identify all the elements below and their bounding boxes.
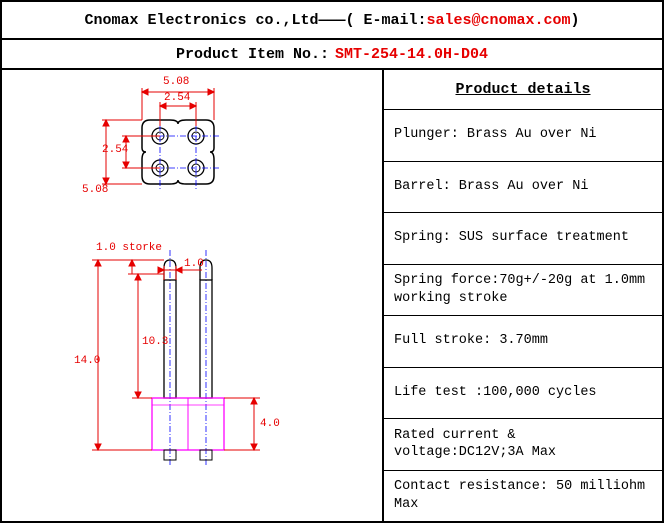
dim-2-54-left: 2.54: [102, 144, 128, 156]
dim-4-0: 4.0: [260, 418, 280, 430]
details-title: Product details: [384, 70, 662, 110]
dim-pin-1-0: 1.0: [184, 258, 204, 270]
company-close: ): [571, 12, 580, 29]
company-name: Cnomax Electronics co.,Ltd———( E-mail:: [84, 12, 426, 29]
detail-text: Barrel: Brass Au over Ni: [394, 178, 588, 196]
detail-row: Rated current & voltage:DC12V;3A Max: [384, 419, 662, 471]
detail-text: Plunger: Brass Au over Ni: [394, 126, 597, 144]
detail-row: Plunger: Brass Au over Ni: [384, 110, 662, 162]
drawing-svg: [2, 70, 384, 520]
dim-2-54-top: 2.54: [164, 92, 190, 104]
dim-10-3: 10.3: [142, 336, 168, 348]
details-panel: Product details Plunger: Brass Au over N…: [384, 70, 662, 521]
dim-stroke-label: 1.0 storke: [96, 242, 162, 254]
dim-5-08-top: 5.08: [163, 76, 189, 88]
detail-row: Barrel: Brass Au over Ni: [384, 162, 662, 214]
item-no-value: SMT-254-14.0H-D04: [335, 46, 488, 63]
detail-row: Spring force:70g+/-20g at 1.0mm working …: [384, 265, 662, 317]
drawing-panel: 5.08 2.54 2.54 5.08 1.0 storke 1.0 14.0 …: [2, 70, 384, 521]
detail-text: Full stroke: 3.70mm: [394, 332, 548, 350]
detail-row: Full stroke: 3.70mm: [384, 316, 662, 368]
dim-14-0: 14.0: [74, 355, 100, 367]
company-email: sales@cnomax.com: [427, 12, 571, 29]
detail-text: Contact resistance: 50 milliohm Max: [394, 478, 652, 513]
detail-text: Life test :100,000 cycles: [394, 384, 597, 402]
company-header: Cnomax Electronics co.,Ltd———( E-mail: s…: [2, 2, 662, 40]
dim-5-08-left: 5.08: [82, 184, 108, 196]
detail-text: Spring force:70g+/-20g at 1.0mm working …: [394, 272, 652, 307]
detail-row: Life test :100,000 cycles: [384, 368, 662, 420]
detail-text: Spring: SUS surface treatment: [394, 229, 629, 247]
item-no-label: Product Item No.:: [176, 46, 329, 63]
item-no-row: Product Item No.: SMT-254-14.0H-D04: [2, 40, 662, 70]
detail-row: Contact resistance: 50 milliohm Max: [384, 471, 662, 522]
detail-text: Rated current & voltage:DC12V;3A Max: [394, 427, 652, 462]
detail-row: Spring: SUS surface treatment: [384, 213, 662, 265]
